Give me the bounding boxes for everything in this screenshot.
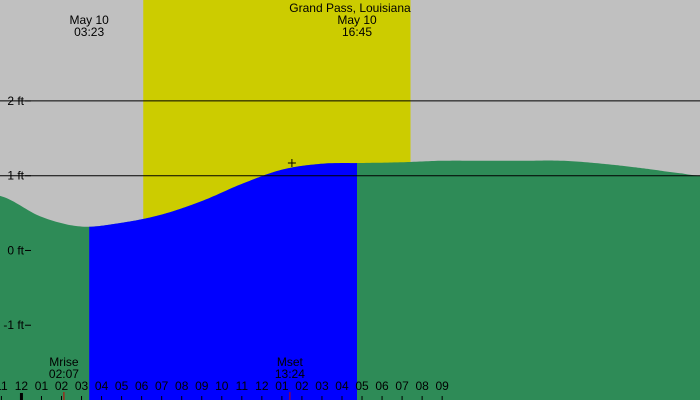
moonrise-label: Mrise [49,355,79,369]
gridlines [0,100,700,177]
x-tick-label: 10 [215,379,229,393]
moonset-time: 13:24 [275,367,305,381]
x-tick-label: 02 [55,379,69,393]
x-tick-label: 05 [115,379,129,393]
x-tick-label: 04 [335,379,349,393]
y-tick-label: 1 ft [7,169,24,183]
x-tick-label: 11 [236,379,249,393]
moonset-label: Mset [277,355,304,369]
x-tick-label: 03 [315,379,329,393]
sunrise-time-label: 03:23 [74,25,104,39]
y-tick-label: 2 ft [7,94,24,108]
x-tick-label: 05 [355,379,369,393]
x-tick-label: 07 [155,379,169,393]
x-tick-label: 01 [275,379,289,393]
x-tick-label: 12 [255,379,269,393]
x-tick-label: 12 [15,379,29,393]
sunset-time-label: 16:45 [342,25,372,39]
sunset-date-label: May 10 [337,13,377,27]
x-tick-label: 02 [295,379,309,393]
y-axis: 2 ft 1 ft 0 ft -1 ft [3,94,31,332]
sunrise-date-label: May 10 [69,13,109,27]
x-tick-label: 08 [415,379,429,393]
x-tick-label: 11 [0,379,8,393]
x-tick-label: 09 [195,379,209,393]
x-tick-label: 07 [395,379,409,393]
moonrise-time: 02:07 [49,367,79,381]
x-tick-label: 03 [75,379,89,393]
y-tick-label: -1 ft [3,318,24,332]
x-tick-label: 06 [135,379,149,393]
x-axis: 11 12 01 02 03 04 05 06 07 08 09 10 11 12 01 02 03 04 05 06… [0,379,449,400]
x-tick-label: 09 [435,379,449,393]
chart-title: Grand Pass, Louisiana [289,1,411,15]
x-tick-label: 06 [375,379,389,393]
high-tide-marker [287,158,296,167]
x-tick-label: 08 [175,379,189,393]
x-tick-label: 04 [95,379,109,393]
y-tick-label: 0 ft [7,243,24,257]
tide-area-day [89,163,357,400]
x-tick-label: 01 [35,379,49,393]
